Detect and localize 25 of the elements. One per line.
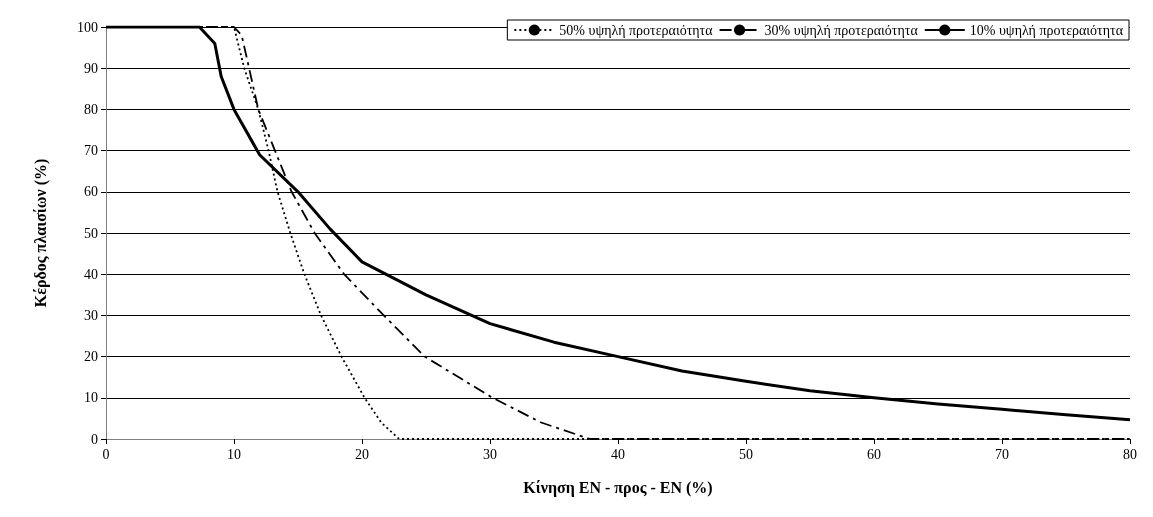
y-tick-label: 0: [91, 431, 98, 447]
y-tick-label: 30: [84, 307, 98, 323]
x-tick-label: 10: [227, 446, 241, 462]
x-tick-label: 40: [611, 446, 625, 462]
legend-label: 50% υψηλή προτεραιότητα: [559, 22, 714, 38]
x-axis-title: Κίνηση ΕΝ - προς - ΕΝ (%): [523, 478, 713, 497]
y-tick-label: 70: [84, 143, 98, 159]
x-tick-label: 80: [1123, 446, 1137, 462]
y-axis-title: Κέρδος πλαισίων (%): [31, 158, 50, 308]
y-tick-label: 50: [84, 225, 98, 241]
y-tick-label: 20: [84, 349, 98, 365]
y-tick-label: 90: [84, 60, 98, 76]
x-tick-label: 60: [867, 446, 881, 462]
y-tick-label: 60: [84, 184, 98, 200]
y-tick-label: 100: [77, 19, 98, 35]
x-tick-label: 30: [483, 446, 497, 462]
legend-label: 10% υψηλή προτεραιότητα: [969, 22, 1124, 38]
y-tick-label: 80: [84, 101, 98, 117]
x-tick-label: 0: [102, 446, 110, 462]
y-tick-label: 10: [84, 390, 98, 406]
y-tick-label: 40: [84, 266, 98, 282]
x-tick-label: 70: [995, 446, 1009, 462]
legend-label: 30% υψηλή προτεραιότητα: [764, 22, 919, 38]
x-tick-label: 20: [355, 446, 369, 462]
x-tick-label: 50: [739, 446, 753, 462]
